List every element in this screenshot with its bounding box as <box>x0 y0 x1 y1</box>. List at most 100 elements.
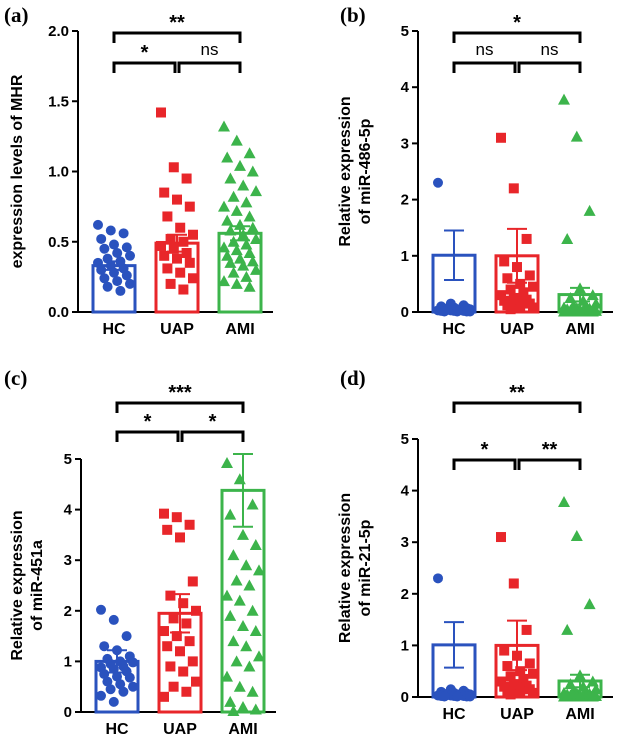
data-point-ami <box>237 700 249 712</box>
data-point-uap <box>156 107 166 118</box>
data-point-ami <box>224 256 237 268</box>
significance-bracket <box>180 430 245 442</box>
data-point-ami <box>243 246 256 258</box>
y-axis-label: of miR-451a <box>29 540 46 631</box>
data-point-ami <box>570 130 583 142</box>
data-point-uap <box>502 273 513 284</box>
significance-bracket <box>115 430 180 442</box>
significance-label: ns <box>541 40 559 59</box>
significance-bracket <box>452 61 517 73</box>
panel-label: (c) <box>4 366 27 390</box>
data-point-uap <box>515 686 526 697</box>
data-point-uap <box>187 656 198 667</box>
data-point-uap <box>518 287 529 298</box>
data-point-ami <box>224 508 237 520</box>
data-point-hc <box>128 681 138 692</box>
significance-bracket <box>517 458 582 470</box>
data-point-ami <box>250 263 262 275</box>
data-point-ami <box>250 185 262 197</box>
significance-label: * <box>141 42 149 64</box>
data-point-ami <box>237 619 249 631</box>
significance-label: * <box>481 439 489 461</box>
y-tick-label: 2 <box>64 603 72 620</box>
data-point-uap <box>172 253 182 264</box>
significance-label: * <box>144 411 152 433</box>
y-tick-label: 4 <box>401 79 410 96</box>
significance-label: ** <box>542 439 558 461</box>
data-point-ami <box>224 224 237 236</box>
data-point-ami <box>574 305 586 317</box>
x-tick-label-uap: UAP <box>163 721 197 734</box>
data-point-hc <box>102 281 113 292</box>
data-point-uap <box>191 676 201 687</box>
data-point-ami <box>221 670 233 682</box>
data-point-uap <box>162 263 173 274</box>
data-point-uap <box>187 576 198 587</box>
panel-label: (b) <box>340 3 366 27</box>
data-point-uap <box>505 689 516 700</box>
data-point-uap <box>172 194 182 205</box>
data-point-ami <box>246 604 259 616</box>
data-point-ami <box>221 214 234 226</box>
data-point-ami <box>237 179 250 191</box>
data-point-hc <box>99 243 110 254</box>
y-tick-label: 5 <box>401 23 409 40</box>
data-point-uap <box>499 256 510 267</box>
y-tick-label: 3 <box>64 552 72 569</box>
y-tick-label: 1 <box>401 637 409 654</box>
significance-bracket <box>112 31 242 43</box>
y-tick-label: 0.0 <box>48 304 69 321</box>
data-point-ami <box>224 609 237 621</box>
data-point-ami <box>240 196 253 208</box>
data-point-hc <box>109 239 119 250</box>
data-point-hc <box>96 264 107 275</box>
significance-label: * <box>513 12 521 34</box>
y-tick-label: 3 <box>401 534 409 551</box>
y-tick-label: 0.5 <box>48 234 69 251</box>
data-point-hc <box>433 177 443 188</box>
data-point-ami <box>233 680 246 692</box>
y-tick-label: 5 <box>401 431 409 448</box>
data-point-hc <box>115 679 126 690</box>
data-point-hc <box>118 686 129 697</box>
data-point-hc <box>465 691 475 702</box>
data-point-ami <box>230 655 243 667</box>
data-point-uap <box>162 641 173 652</box>
data-point-ami <box>583 204 596 216</box>
data-point-uap <box>181 618 192 629</box>
data-point-ami <box>561 232 574 244</box>
data-point-uap <box>159 508 169 519</box>
data-point-ami <box>240 270 253 282</box>
data-point-ami <box>558 495 570 507</box>
data-point-uap <box>171 512 182 523</box>
data-point-hc <box>108 614 119 625</box>
data-point-ami <box>243 147 256 159</box>
data-point-ami <box>240 559 253 571</box>
significance-bracket <box>452 458 517 470</box>
data-point-uap <box>178 666 189 677</box>
data-point-uap <box>159 187 170 198</box>
data-point-uap <box>496 290 506 301</box>
x-tick-label-ami: AMI <box>565 706 594 723</box>
data-point-ami <box>227 549 240 561</box>
data-point-uap <box>502 661 513 672</box>
data-point-ami <box>583 598 596 610</box>
data-point-ami <box>246 685 259 697</box>
data-point-uap <box>515 301 526 312</box>
data-point-ami <box>233 594 246 606</box>
y-tick-label: 0 <box>401 689 409 706</box>
x-tick-label-uap: UAP <box>160 321 194 338</box>
data-point-uap <box>159 626 169 637</box>
data-point-uap <box>181 686 192 697</box>
data-point-uap <box>165 661 176 672</box>
significance-bracket <box>452 401 582 413</box>
data-point-uap <box>156 240 166 251</box>
data-point-hc <box>105 225 116 236</box>
data-point-uap <box>188 273 198 284</box>
significance-bracket <box>452 31 582 43</box>
significance-bracket <box>517 61 582 73</box>
data-point-ami <box>224 172 237 184</box>
significance-label: ** <box>169 12 185 34</box>
data-point-uap <box>528 668 538 679</box>
y-tick-label: 2 <box>401 192 409 209</box>
